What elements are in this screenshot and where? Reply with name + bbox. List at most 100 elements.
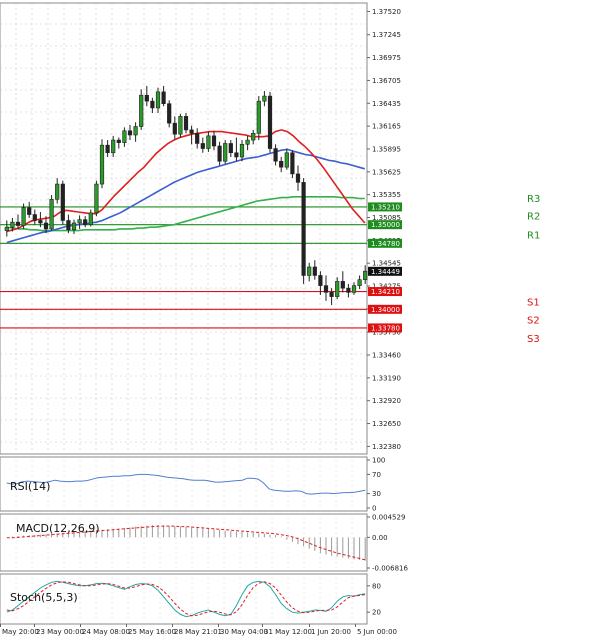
candle — [256, 96, 261, 141]
candle-bear — [318, 275, 323, 286]
candle — [267, 91, 273, 153]
candle — [10, 217, 15, 232]
rsi-panel[interactable]: RSI(14) 100 70 30 0 — [0, 456, 385, 513]
candle — [335, 277, 340, 300]
current-price-bg — [368, 266, 402, 276]
candle — [217, 141, 222, 166]
level-price-bg-s2 — [368, 304, 402, 314]
level-price-r1: 1.34780 — [371, 240, 400, 248]
candle — [77, 215, 82, 229]
candle — [60, 180, 65, 225]
candle — [211, 130, 217, 151]
rsi-line — [6, 473, 366, 495]
candle-bull — [351, 285, 357, 293]
time-tick-label: 24 May 08:00 — [82, 628, 130, 636]
stoch-k-line — [6, 580, 366, 618]
candle-bear — [200, 143, 205, 149]
price-panel[interactable]: 1.37520 1.37245 1.36975 1.36705 1.36435 1.361… — [0, 2, 540, 455]
price-tick-label: 1.37245 — [372, 31, 401, 39]
candle-bear — [127, 130, 133, 136]
tick-label: -0.006816 — [372, 565, 408, 573]
tick-label: 0.00 — [372, 534, 388, 542]
price-panel-frame — [0, 2, 368, 455]
stoch-panel[interactable]: Stoch(5,5,3) 80 20 — [0, 573, 381, 625]
level-name-r3: R3 — [527, 194, 540, 205]
stoch-d-line — [6, 581, 366, 617]
candle-bull — [178, 116, 183, 135]
price-tick-label: 1.32380 — [372, 443, 401, 451]
candle — [161, 85, 166, 107]
candle — [139, 89, 144, 130]
candle — [351, 282, 357, 295]
price-tick-label: 1.35355 — [372, 191, 401, 199]
candle — [318, 271, 323, 295]
candle-bull — [284, 152, 289, 168]
pivot-levels — [0, 206, 367, 329]
candle-bull — [94, 183, 99, 214]
candle — [340, 271, 345, 293]
candle — [307, 262, 312, 282]
candle-bear — [323, 285, 329, 293]
level-price-bg-s1 — [368, 287, 402, 297]
candle — [27, 201, 32, 218]
candle — [127, 124, 133, 141]
candle — [251, 129, 256, 145]
time-tick-label: 25 May 16:00 — [128, 628, 176, 636]
candle-bear — [161, 91, 166, 104]
candle — [284, 148, 289, 170]
candle — [172, 116, 177, 140]
candle — [38, 212, 43, 228]
candle-bear — [273, 148, 278, 162]
stoch-label: Stoch(5,5,3) — [10, 591, 78, 604]
tick-label: 30 — [372, 490, 381, 498]
candle-bull — [55, 183, 60, 200]
level-price-s3: 1.33780 — [371, 324, 400, 332]
level-price-r3: 1.35210 — [371, 203, 400, 211]
candle-bull — [88, 212, 93, 225]
price-tick-label: 1.32650 — [372, 420, 401, 428]
price-tick-label: 1.34275 — [372, 283, 401, 291]
price-tick-label: 1.35085 — [372, 214, 401, 222]
time-tick-label: 31 May 12:00 — [264, 628, 312, 636]
macd-label: MACD(12,26,9) — [16, 522, 100, 535]
candle — [323, 275, 329, 301]
candle-bull — [206, 135, 211, 149]
candle-bull — [99, 144, 105, 185]
candle-bear — [32, 214, 37, 221]
candle-bull — [262, 95, 267, 102]
candle-bear — [329, 292, 334, 297]
candle-bull — [251, 133, 256, 141]
level-price-bg-s3 — [368, 323, 402, 333]
ema-red-line — [6, 129, 366, 233]
candle-bear — [234, 152, 239, 158]
candle-bull — [10, 221, 15, 228]
candle — [15, 214, 21, 229]
tick-label: 70 — [372, 471, 381, 479]
candle — [66, 214, 71, 234]
candle — [262, 91, 267, 107]
time-tick-label: 23 May 00:00 — [36, 628, 84, 636]
candle — [55, 178, 60, 204]
level-name-s2: S2 — [527, 315, 540, 326]
candle-bear — [183, 116, 189, 131]
pivot-level-labels: 1.35210 R3 1.35000 R2 1.34780 R1 1.34210 S1 1.34… — [368, 194, 540, 345]
macd-panel[interactable]: MACD(12,26,9) 0.004529 0.00 -0.006816 — [0, 513, 408, 573]
candle — [195, 128, 200, 149]
candle-bear — [217, 145, 222, 162]
current-price-marker: 1.34449 — [368, 266, 402, 276]
macd-histogram — [11, 525, 366, 561]
candle — [295, 165, 301, 191]
candle — [189, 125, 194, 145]
candle-bear — [346, 287, 351, 293]
candle — [99, 139, 105, 189]
candle — [279, 157, 284, 173]
candle-bull — [307, 266, 312, 276]
candle-bear — [83, 219, 88, 225]
rsi-panel-frame — [0, 456, 368, 512]
price-tick-label: 1.34545 — [372, 260, 401, 268]
candle — [111, 135, 116, 157]
candle — [234, 137, 239, 162]
candle — [346, 283, 351, 298]
